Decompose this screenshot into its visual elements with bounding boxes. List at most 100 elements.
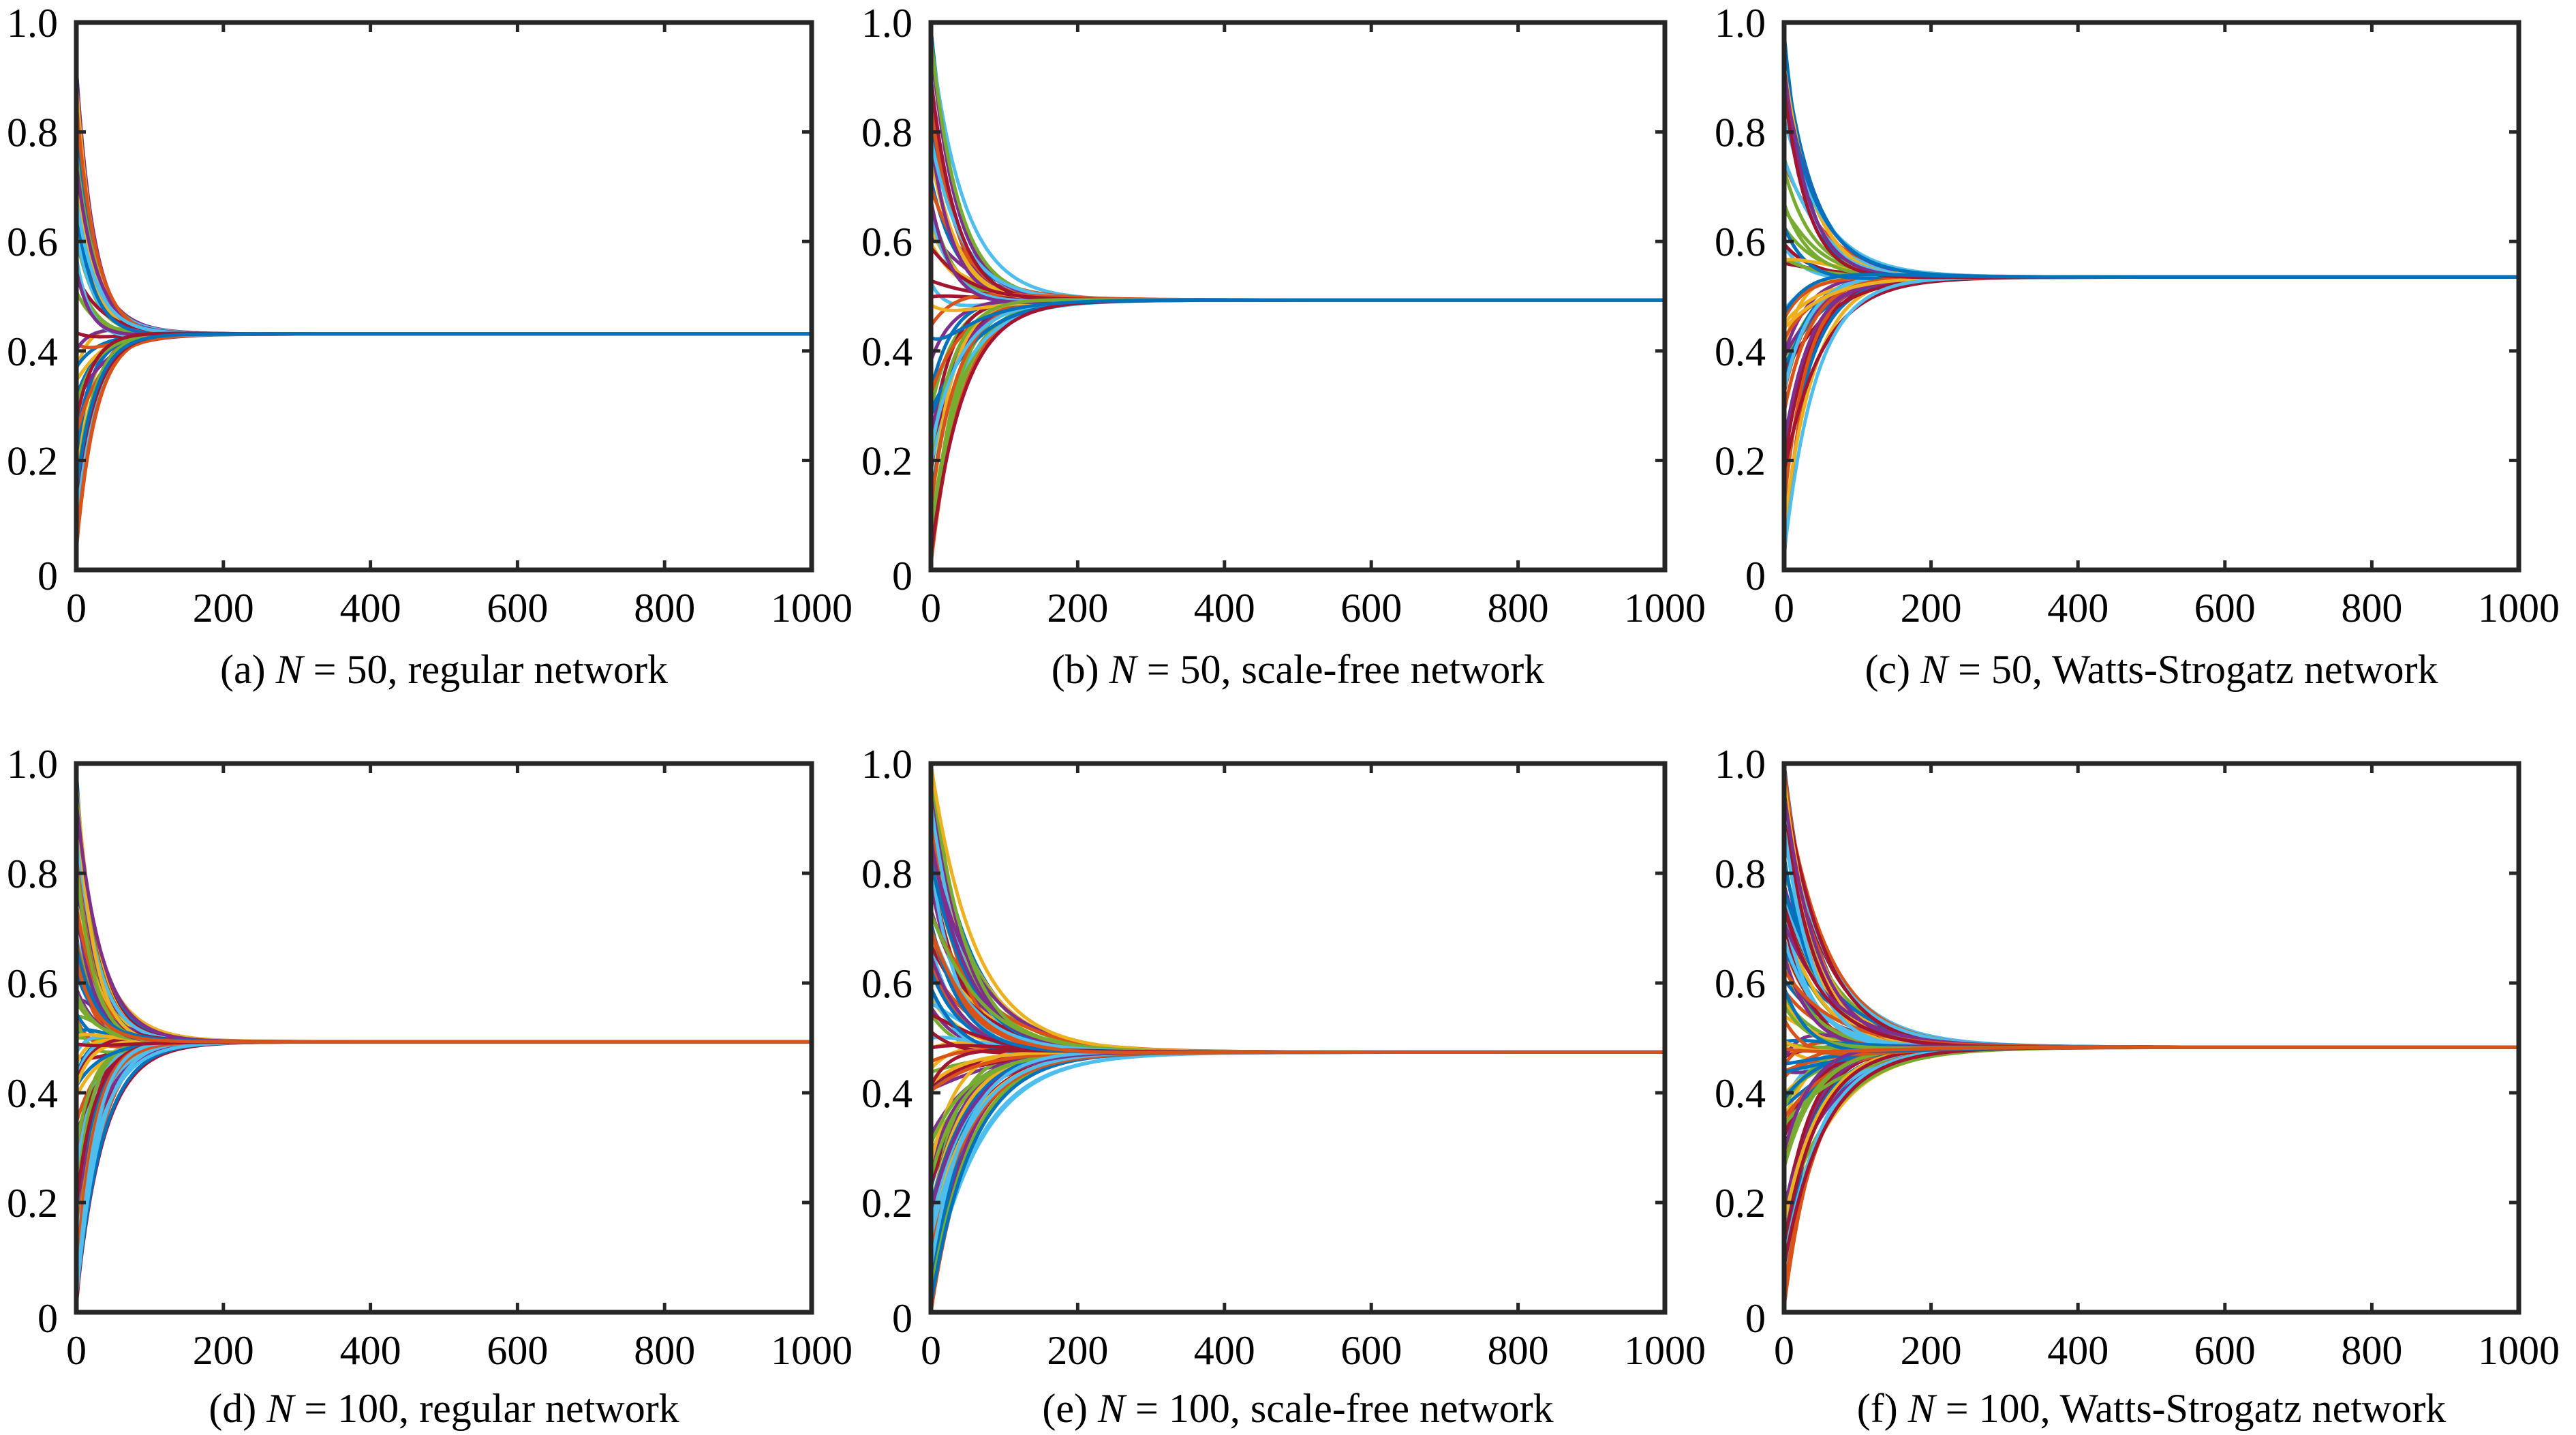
series-line-37 — [931, 1050, 1665, 1269]
series-line-63 — [1784, 1045, 2519, 1227]
y-tick-label: 0 — [892, 1296, 913, 1341]
series-line-47 — [1784, 1045, 2519, 1215]
y-tick-label: 0.6 — [1715, 961, 1766, 1006]
series-line-49 — [1784, 1045, 2519, 1214]
series-line-100 — [1784, 1045, 2519, 1053]
series-line-58 — [76, 944, 812, 1044]
series-line-61 — [76, 1039, 812, 1205]
y-tick-label: 0 — [1745, 554, 1766, 599]
series-line-17 — [76, 226, 812, 336]
series-line-49 — [76, 331, 812, 423]
series-line-49 — [76, 1040, 812, 1302]
y-tick-label: 1.0 — [7, 1, 58, 46]
series-line-15 — [931, 297, 1665, 393]
caption-variable: N — [1109, 647, 1139, 692]
series-line-22 — [931, 795, 1665, 1054]
series-line-22 — [1784, 1045, 2519, 1212]
series-line-5 — [76, 1040, 812, 1199]
series-line-2 — [76, 332, 812, 556]
series-line-13 — [76, 211, 812, 336]
series-line-40 — [931, 789, 1665, 1054]
series-group — [76, 64, 812, 556]
series-line-53 — [76, 813, 812, 1044]
x-tick-label: 400 — [1194, 1328, 1255, 1373]
series-line-41 — [931, 1050, 1665, 1283]
series-line-32 — [76, 1040, 812, 1295]
series-line-88 — [1784, 789, 2519, 1049]
series-line-96 — [76, 862, 812, 1044]
series-line-2 — [76, 1040, 812, 1309]
x-tick-label: 800 — [2341, 1328, 2402, 1373]
y-tick-label: 0.4 — [861, 329, 913, 374]
series-line-44 — [931, 298, 1665, 510]
series-line-93 — [76, 1040, 812, 1276]
series-line-4 — [76, 192, 812, 336]
series-line-10 — [76, 1040, 812, 1172]
series-line-60 — [1784, 1044, 2519, 1215]
y-tick-label: 1.0 — [1715, 1, 1766, 46]
series-line-3 — [76, 332, 812, 471]
series-line-4 — [1784, 275, 2519, 375]
series-line-41 — [1784, 1045, 2519, 1235]
series-line-26 — [76, 224, 812, 336]
x-tick-label: 1000 — [1624, 586, 1706, 631]
y-tick-label: 0.4 — [1715, 1071, 1766, 1116]
subplot-a: 0 200 400 600 800 1000 0 0.2 0.4 0.6 0.8 1.0 (a) N =… — [7, 1, 853, 692]
series-line-65 — [76, 853, 812, 1044]
series-line-7 — [931, 298, 1665, 474]
series-line-40 — [931, 298, 1665, 553]
x-tick-label: 1000 — [771, 586, 853, 631]
series-line-68 — [76, 806, 812, 1044]
series-line-5 — [1784, 275, 2519, 372]
x-tick-label: 400 — [2047, 1328, 2109, 1373]
series-line-18 — [931, 298, 1665, 435]
series-line-22 — [1784, 52, 2519, 279]
series-line-49 — [931, 298, 1665, 558]
series-line-43 — [1784, 1045, 2519, 1284]
series-line-100 — [931, 926, 1665, 1055]
series-line-20 — [76, 1040, 812, 1180]
series-line-34 — [76, 232, 812, 336]
series-line-12 — [76, 153, 812, 336]
series-line-55 — [1784, 858, 2519, 1049]
x-tick-label: 200 — [1901, 1328, 1962, 1373]
series-line-6 — [76, 127, 812, 336]
series-line-22 — [76, 950, 812, 1044]
series-line-21 — [76, 228, 812, 336]
series-line-57 — [1784, 855, 2519, 1049]
series-line-53 — [1784, 830, 2519, 1049]
axes-box — [928, 761, 1668, 1315]
series-line-2 — [1784, 275, 2519, 561]
series-line-90 — [931, 1050, 1665, 1270]
series-line-17 — [931, 1050, 1665, 1277]
series-line-92 — [931, 858, 1665, 1055]
series-line-90 — [76, 1040, 812, 1249]
series-line-16 — [1784, 161, 2519, 279]
series-line-24 — [1784, 63, 2519, 280]
series-line-36 — [76, 332, 812, 399]
series-line-54 — [76, 1040, 812, 1149]
series-line-48 — [76, 197, 812, 336]
series-line-11 — [76, 184, 812, 336]
x-tick-label: 600 — [487, 1328, 548, 1373]
series-line-23 — [931, 298, 1665, 395]
series-line-89 — [931, 768, 1665, 1055]
series-line-41 — [1784, 89, 2519, 279]
series-line-36 — [76, 830, 812, 1044]
series-line-62 — [1784, 1045, 2519, 1275]
series-line-76 — [1784, 798, 2519, 1049]
x-tick-label: 0 — [1774, 586, 1794, 631]
series-line-29 — [76, 332, 812, 441]
subplot-e: 0 200 400 600 800 1000 0 0.2 0.4 0.6 0.8 1.0 (e) N =… — [861, 742, 1706, 1431]
series-line-24 — [931, 147, 1665, 303]
series-line-52 — [76, 1040, 812, 1216]
caption-text: = 100, scale-free network — [1125, 1386, 1554, 1431]
series-line-78 — [76, 783, 812, 1044]
series-line-45 — [931, 791, 1665, 1054]
subplot-d: 0 200 400 600 800 1000 0 0.2 0.4 0.6 0.8 1.0 (d) N =… — [7, 742, 853, 1431]
series-line-70 — [76, 949, 812, 1044]
series-line-80 — [1784, 777, 2519, 1049]
y-tick-label: 0.2 — [7, 438, 58, 483]
series-line-13 — [1784, 1044, 2519, 1250]
x-tick-label: 600 — [487, 586, 548, 631]
